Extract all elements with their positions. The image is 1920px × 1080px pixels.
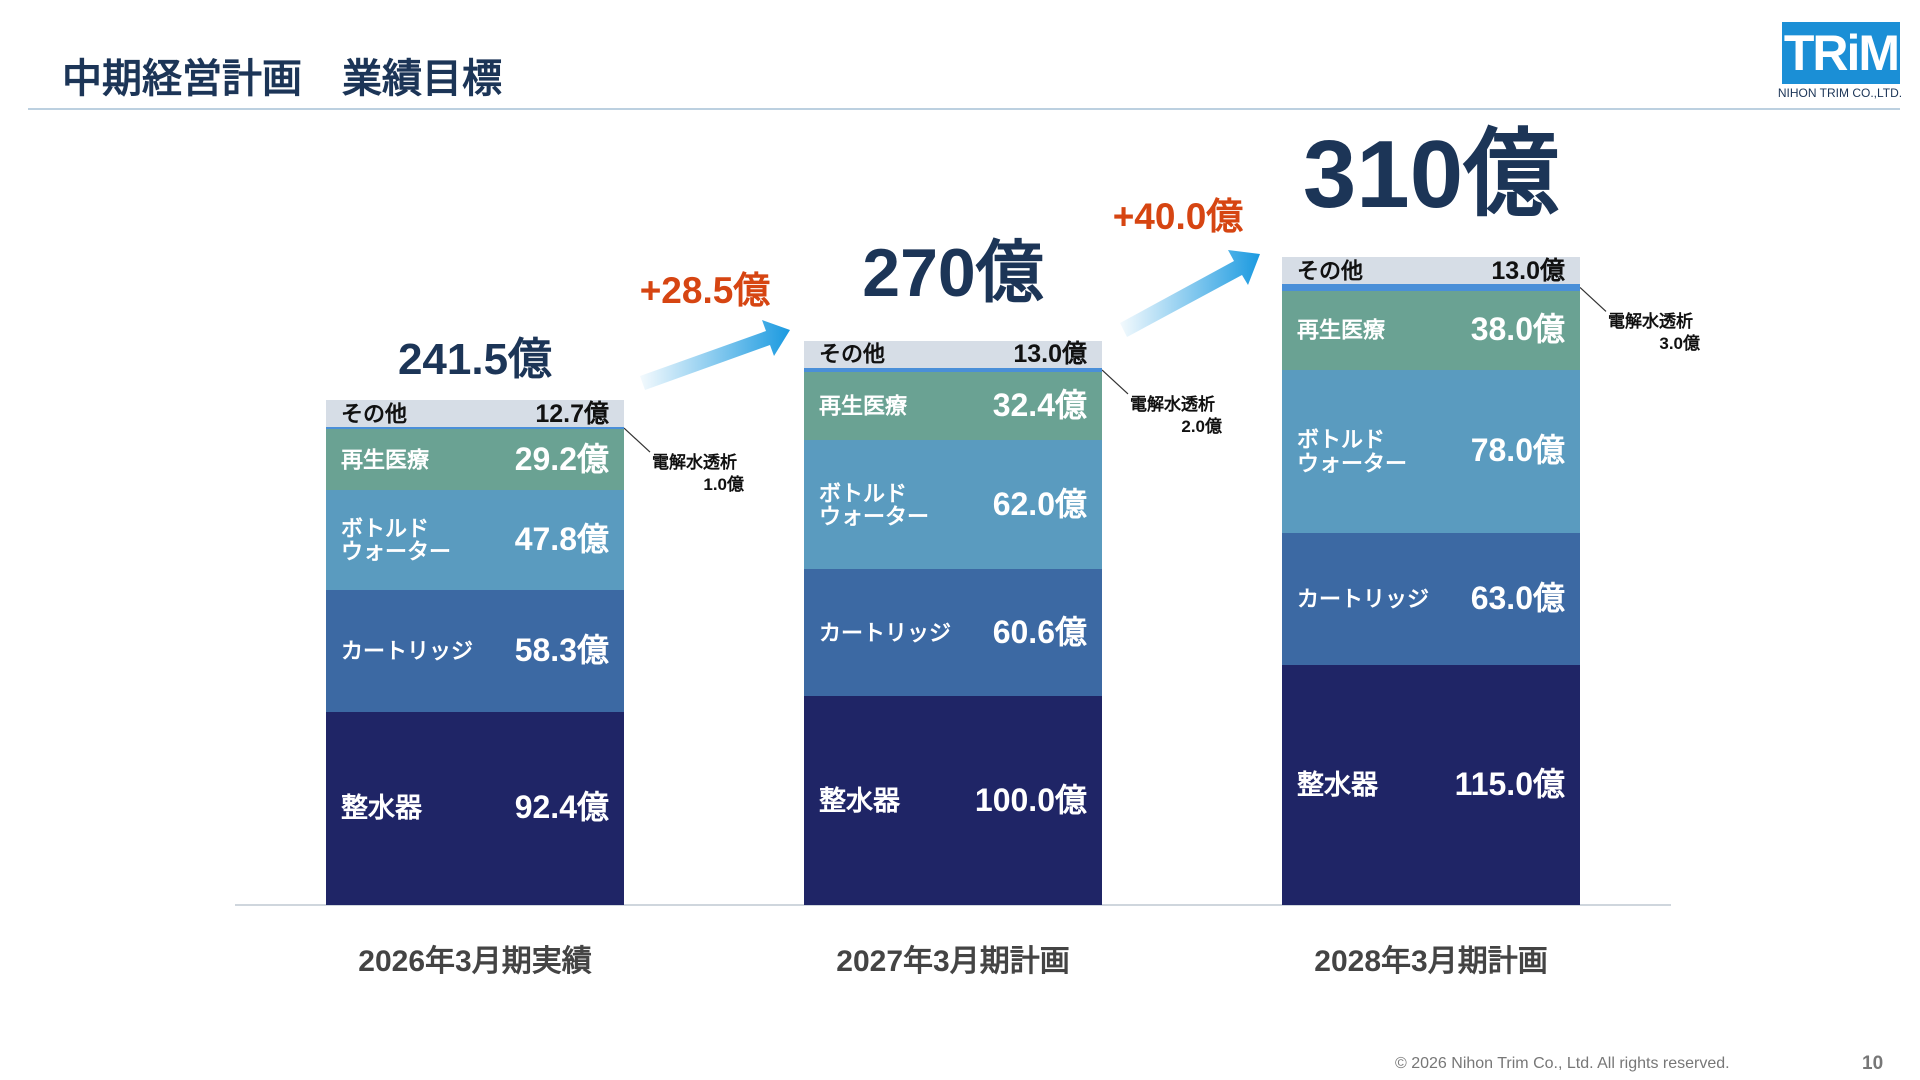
total-label: 310億 <box>1302 121 1560 229</box>
increment-label: +28.5億 <box>639 270 771 311</box>
bar-segment <box>1282 532 1580 665</box>
segment-name: その他 <box>819 341 886 367</box>
logo-company: NIHON TRIM CO.,LTD. <box>1777 86 1903 100</box>
x-tick-label: 2026年3月期実績 <box>358 945 592 978</box>
callout-name: 電解水透析 <box>1130 394 1215 414</box>
segment-value: 62.0億 <box>992 485 1087 522</box>
segment-name: 再生医療 <box>1297 317 1386 343</box>
callout-line <box>1579 286 1607 312</box>
segment-name: ボトルド ウォーター <box>1297 427 1408 476</box>
callout-value: 3.0億 <box>1659 334 1700 354</box>
segment-value: 38.0億 <box>1470 311 1565 348</box>
segment-value: 63.0億 <box>1470 580 1565 617</box>
segment-name: 整水器 <box>1297 769 1378 800</box>
segment-name: その他 <box>341 401 408 427</box>
callout-name: 電解水透析 <box>652 453 737 473</box>
bar-segment <box>804 569 1102 696</box>
x-tick-label: 2027年3月期計画 <box>836 945 1070 978</box>
segment-name: カートリッジ <box>341 638 474 664</box>
bar-segment <box>326 400 624 427</box>
increment-label: +40.0億 <box>1112 196 1244 237</box>
bar-segment <box>804 439 1102 570</box>
segment-value: 13.0億 <box>1013 340 1087 369</box>
segment-value: 12.7億 <box>535 399 609 428</box>
segment-value: 60.6億 <box>992 613 1087 650</box>
segment-value: 115.0億 <box>1454 766 1565 803</box>
bar-segment <box>326 490 624 591</box>
logo-mark: TRiM <box>1782 22 1900 84</box>
segment-value: 78.0億 <box>1470 432 1565 469</box>
header-rule <box>28 108 1900 110</box>
segment-name: 再生医療 <box>341 447 430 473</box>
segment-value: 47.8億 <box>514 521 609 558</box>
bar-segment <box>326 711 624 905</box>
segment-value: 29.2億 <box>514 440 609 477</box>
bar-segment <box>804 367 1102 373</box>
copyright: © 2026 Nihon Trim Co., Ltd. All rights r… <box>1395 1055 1730 1072</box>
bar-segment <box>1282 290 1580 370</box>
segment-name: ボトルド ウォーター <box>819 480 930 529</box>
growth-arrow <box>640 320 790 390</box>
x-tick-label: 2028年3月期計画 <box>1314 945 1548 978</box>
total-label: 241.5億 <box>397 335 553 385</box>
segment-value: 13.0億 <box>1491 256 1565 285</box>
segment-value: 100.0億 <box>974 781 1087 818</box>
segment-name: カートリッジ <box>819 620 952 646</box>
bar-segment <box>1282 664 1580 905</box>
segment-value: 92.4億 <box>514 789 609 826</box>
callout-line <box>1101 369 1129 395</box>
bar-segment <box>326 427 624 430</box>
segment-name: 整水器 <box>819 785 900 816</box>
bar-segment <box>1282 257 1580 285</box>
callout-name: 電解水透析 <box>1608 312 1693 332</box>
segment-name: カートリッジ <box>1297 586 1430 612</box>
callout-value: 2.0億 <box>1181 416 1222 436</box>
segment-value: 32.4億 <box>992 387 1087 424</box>
segment-value: 58.3億 <box>514 632 609 669</box>
bar-segment <box>326 429 624 491</box>
segment-name: ボトルド ウォーター <box>341 515 452 565</box>
slide-title: 中期経営計画 業績目標 <box>62 57 502 101</box>
segment-name: 再生医療 <box>819 393 908 419</box>
callout-line <box>623 427 651 453</box>
segment-name: 整水器 <box>341 793 422 824</box>
bar-segment <box>1282 284 1580 291</box>
page-number: 10 <box>1862 1053 1884 1074</box>
bar-segment <box>326 590 624 712</box>
bar-segment <box>804 372 1102 440</box>
total-label: 270億 <box>862 234 1044 311</box>
growth-arrow <box>1120 250 1260 337</box>
segment-name: その他 <box>1297 258 1364 284</box>
bar-segment <box>804 340 1102 368</box>
bar-segment <box>1282 369 1580 533</box>
bar-segment <box>804 696 1102 905</box>
callout-value: 1.0億 <box>703 475 744 495</box>
